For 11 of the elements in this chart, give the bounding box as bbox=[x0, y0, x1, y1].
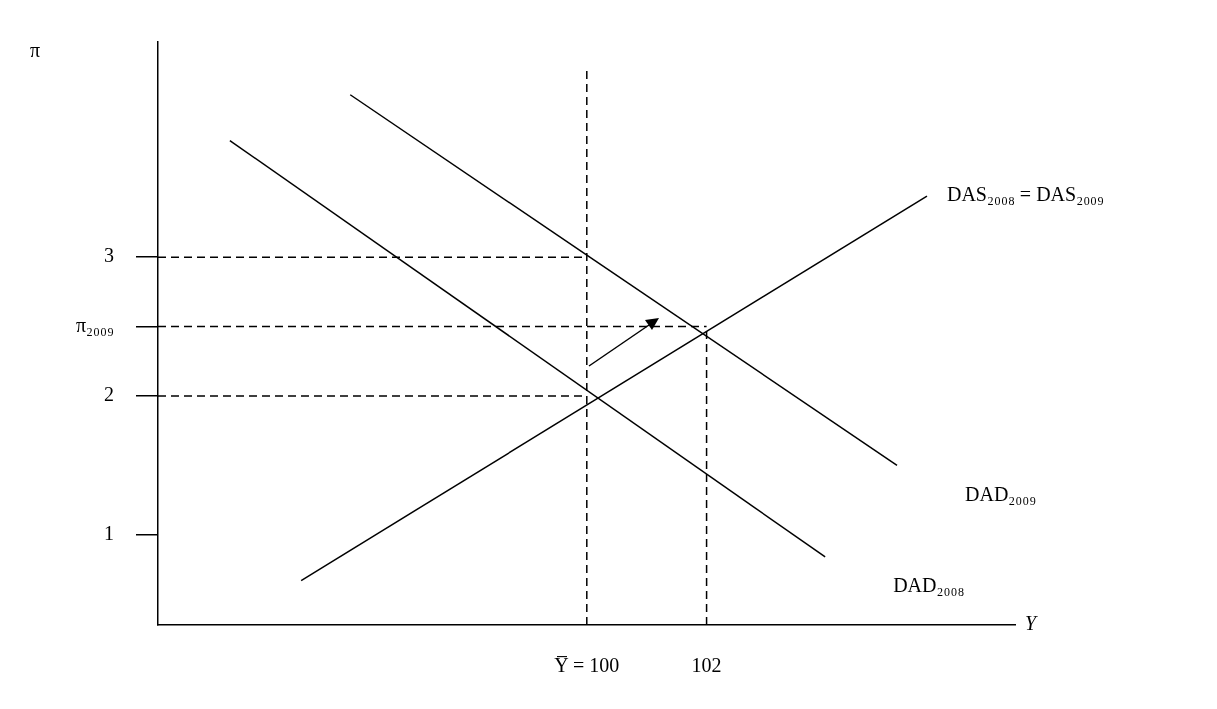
text: DAD₂₀₀₉ bbox=[965, 482, 1037, 505]
x-axis-title: Y bbox=[1025, 612, 1038, 635]
y-axis-title: π bbox=[30, 39, 41, 62]
x-tick-label: 102 bbox=[691, 654, 722, 677]
y-tick-label: 1 bbox=[104, 522, 114, 545]
y-tick-label: π₂₀₀₉ bbox=[76, 313, 115, 336]
text: DAD₂₀₀₈ bbox=[893, 574, 965, 597]
y-tick-label: 3 bbox=[104, 244, 114, 267]
x-tick-label: Y̅ = 100 bbox=[554, 654, 620, 677]
series-label: DAS₂₀₀₈ = DAS₂₀₀₉ bbox=[946, 183, 1105, 206]
y-tick-label: 2 bbox=[104, 383, 114, 406]
